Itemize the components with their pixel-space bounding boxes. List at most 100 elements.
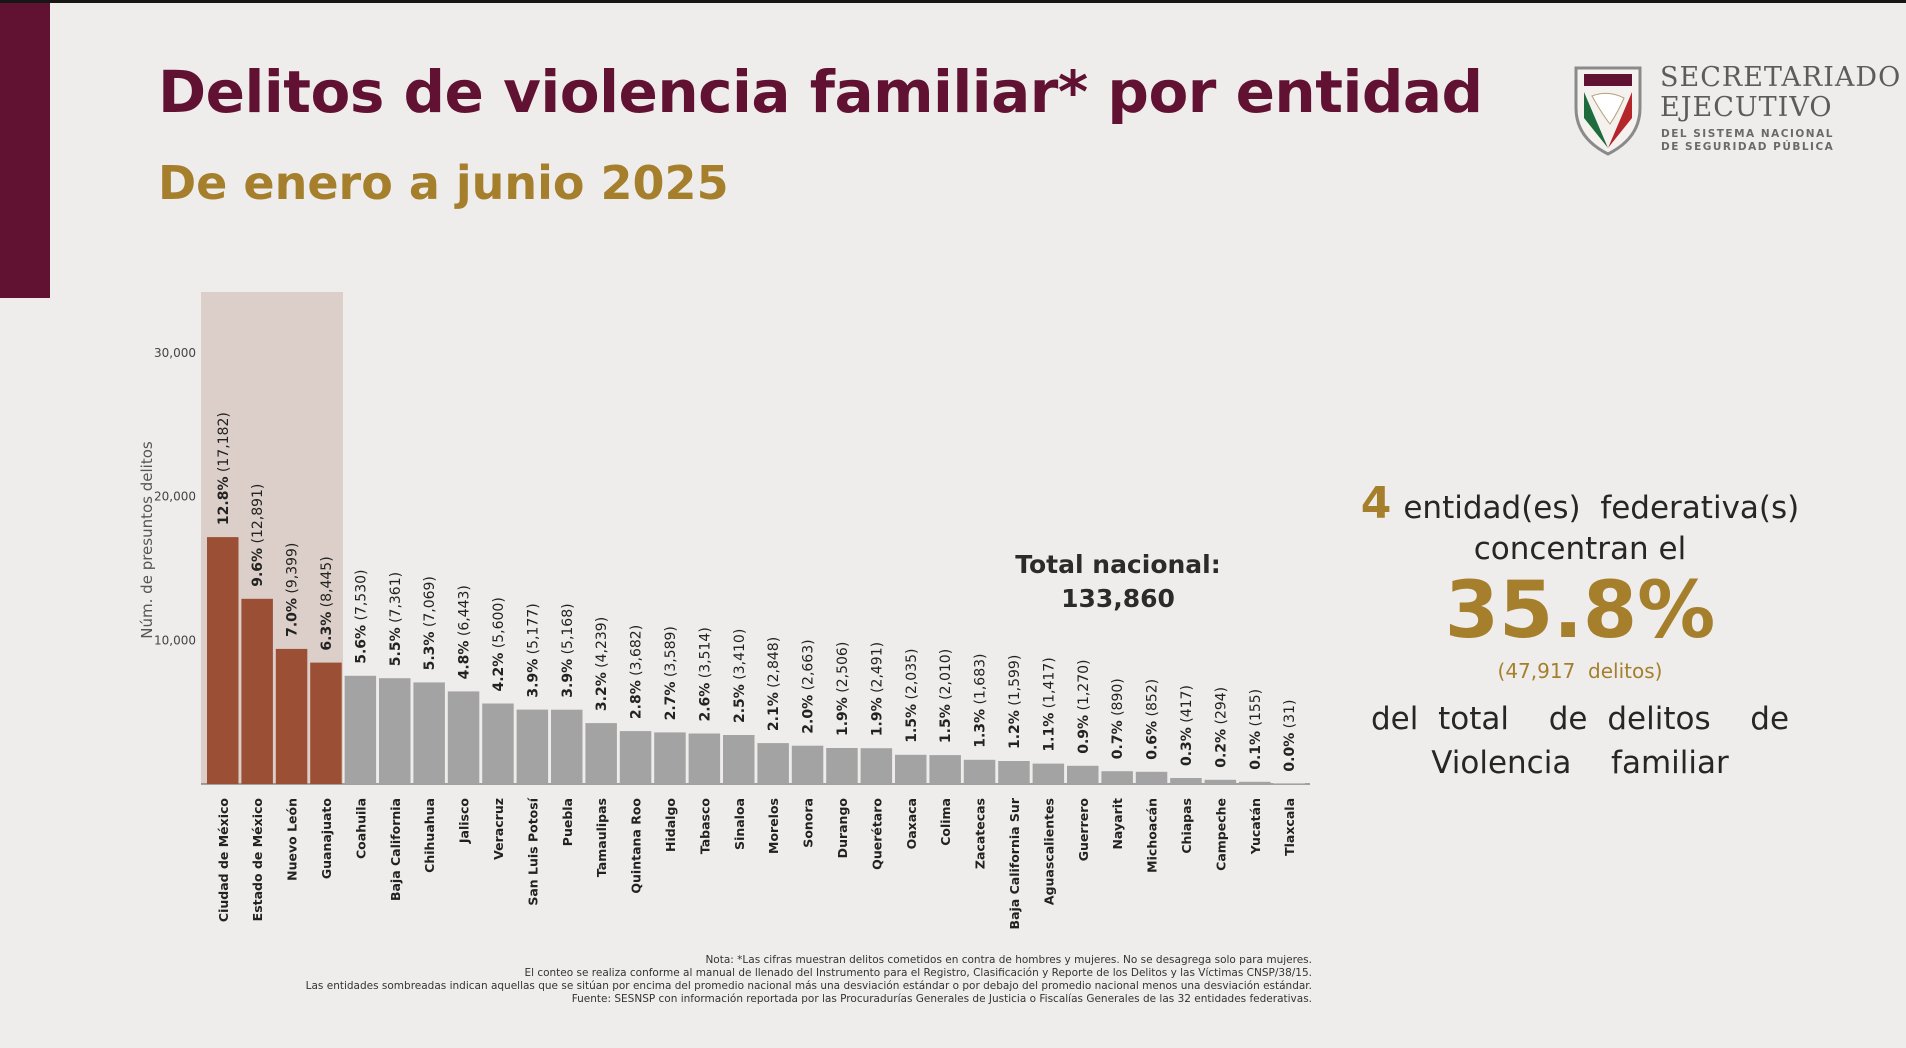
bar-data-label: 3.2% (4,239) [594,617,610,711]
category-label: Baja California [388,798,403,901]
bar-21 [895,754,927,784]
logo-line-3: DEL SISTEMA NACIONAL [1661,128,1834,140]
bar-percent-label: 1.2% [1007,710,1023,749]
bar-24 [998,761,1030,784]
bar-1 [207,537,239,784]
bar-data-label: 3.9% (5,168) [560,603,576,697]
category-label: Aguascalientes [1041,798,1056,905]
category-label: Yucatán [1248,798,1263,855]
bar-value-label: (5,177) [525,603,541,658]
bar-data-label: 1.9% (2,491) [869,642,885,736]
bar-3 [275,648,308,784]
bar-percent-label: 4.2% [491,653,507,692]
bar-value-label: (2,848) [766,637,782,692]
bar-data-label: 5.5% (7,361) [388,572,404,666]
category-label: San Luis Potosí [525,797,540,905]
bar-value-label: (4,239) [594,617,610,672]
category-label: Guanajuato [319,798,334,880]
bar-percent-label: 0.2% [1213,729,1229,768]
bar-value-label: (1,417) [1041,657,1057,712]
bar-percent-label: 5.6% [353,625,369,664]
bar-value-label: (3,682) [629,625,645,680]
bar-value-label: (5,168) [560,603,576,658]
category-label: Puebla [560,798,575,846]
bar-value-label: (9,399) [285,543,301,598]
category-label: Campeche [1213,798,1228,871]
bar-percent-label: 2.7% [663,682,679,721]
y-axis-label: Núm. de presuntos delitos [138,441,156,639]
bar-data-label: 0.3% (417) [1179,685,1195,766]
bar-5 [344,675,377,784]
bar-6 [379,678,411,784]
bar-percent-label: 0.1% [1248,731,1264,770]
category-label: Querétaro [869,798,884,870]
bar-data-label: 2.8% (3,682) [629,625,645,719]
bar-31 [1239,781,1271,784]
bar-value-label: (294) [1213,687,1229,729]
accent-side-bar [0,3,50,298]
bar-data-label: 1.2% (1,599) [1007,655,1023,749]
bar-percent-label: 5.3% [422,632,438,671]
category-label: Ciudad de México [216,798,231,922]
bar-17 [757,743,789,784]
bar-14 [654,732,686,784]
bar-value-label: (2,663) [801,639,817,694]
bar-value-label: (12,891) [250,484,266,548]
bar-8 [447,691,480,784]
bar-13 [619,731,652,784]
bar-4 [310,662,342,784]
bar-data-label: 1.5% (2,035) [904,649,920,743]
bar-value-label: (7,361) [388,572,404,627]
bar-23 [963,759,996,784]
bar-percent-label: 12.8% [216,477,232,526]
bar-percent-label: 0.7% [1110,720,1126,759]
category-label: Guerrero [1076,798,1091,862]
category-label: Veracruz [491,798,506,860]
logo-line-1: SECRETARIADO [1660,62,1902,93]
summary-panel: 4 entidad(es) federativa(s) concentran e… [1340,478,1820,781]
bar-percent-label: 0.9% [1076,715,1092,754]
category-label: Baja California Sur [1007,797,1022,929]
bar-data-label: 2.1% (2,848) [766,637,782,731]
page-title: Delitos de violencia familiar* por entid… [158,58,1483,126]
bar-percent-label: 1.9% [869,697,885,736]
bar-value-label: (417) [1179,685,1195,727]
bar-percent-label: 1.9% [835,697,851,736]
category-label: Chihuahua [422,798,437,873]
bar-value-label: (17,182) [216,412,232,476]
logo-line-4: DE SEGURIDAD PÚBLICA [1661,141,1835,153]
bar-value-label: (3,514) [697,627,713,682]
y-tick-label: 20,000 [154,490,196,504]
secretariado-logo: SECRETARIADO EJECUTIVO DEL SISTEMA NACIO… [1572,60,1902,160]
bar-26 [1067,765,1099,784]
bars [207,537,1305,784]
bar-percent-label: 4.8% [457,641,473,680]
note-line-3: Las entidades sombreadas indican aquella… [305,980,1312,992]
bar-27 [1101,771,1133,784]
bar-29 [1170,778,1202,784]
bar-value-label: (3,589) [663,626,679,681]
bar-16 [723,735,755,784]
bar-value-label: (5,600) [491,597,507,652]
bar-30 [1204,779,1237,784]
bar-value-label: (852) [1145,679,1161,721]
bar-10 [516,709,549,784]
category-label: Quintana Roo [629,798,644,894]
bar-value-label: (7,530) [353,570,369,625]
bar-value-label: (2,506) [835,642,851,697]
bar-percent-label: 1.1% [1041,713,1057,752]
bar-value-label: (155) [1248,689,1264,731]
bar-value-label: (31) [1282,700,1298,733]
bar-value-label: (7,069) [422,576,438,631]
total-value: 133,860 [1061,584,1175,613]
category-label: Oaxaca [904,798,919,849]
total-national: Total nacional: 133,860 [968,548,1268,616]
summary-line-5: Violencia familiar [1431,745,1729,781]
category-label: Tlaxcala [1282,798,1297,856]
footnotes: Nota: *Las cifras muestran delitos comet… [212,954,1312,1006]
top-border [0,0,1906,3]
category-label: Michoacán [1145,798,1160,873]
page-subtitle: De enero a junio 2025 [158,156,729,210]
bar-9 [482,703,514,784]
bar-percent-label: 2.5% [732,684,748,723]
